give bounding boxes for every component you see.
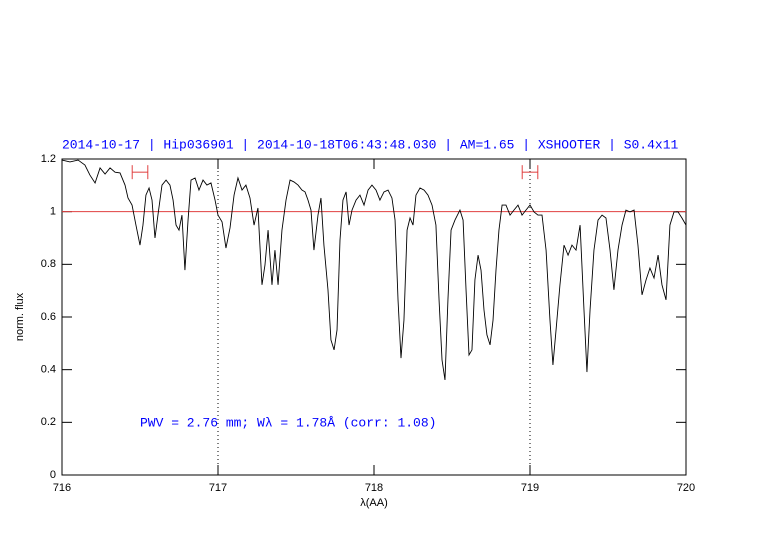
chart-title: 2014-10-17 | Hip036901 | 2014-10-18T06:4… xyxy=(62,137,678,152)
x-tick-label: 720 xyxy=(677,482,695,494)
x-axis-label: λ(AA) xyxy=(360,497,388,509)
x-tick-label: 718 xyxy=(365,482,383,494)
x-tick-label: 717 xyxy=(209,482,227,494)
y-tick-label: 0.2 xyxy=(41,416,56,428)
y-tick-label: 0 xyxy=(50,469,56,481)
y-tick-label: 1 xyxy=(50,206,56,218)
spectrum-line xyxy=(61,159,687,381)
annotation: PWV = 2.76 mm; Wλ = 1.78Å (corr: 1.08) xyxy=(140,415,436,430)
y-tick-label: 0.4 xyxy=(41,364,56,376)
y-tick-label: 0.8 xyxy=(41,258,56,270)
y-tick-label: 1.2 xyxy=(41,153,56,165)
y-tick-label: 0.6 xyxy=(41,311,56,323)
y-axis-label: norm. flux xyxy=(14,292,26,341)
x-tick-label: 719 xyxy=(521,482,539,494)
x-tick-label: 716 xyxy=(53,482,71,494)
